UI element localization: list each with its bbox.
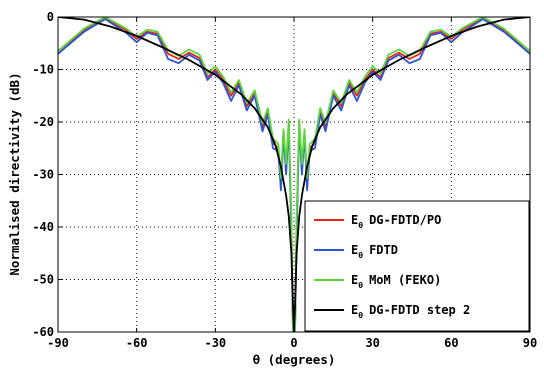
x-axis-label: θ (degrees): [253, 352, 336, 367]
legend-subscript: θ: [358, 281, 363, 290]
legend-label: DG-FDTD/PO: [369, 213, 441, 227]
legend-subscript: θ: [358, 251, 363, 260]
x-tick-label: 90: [523, 336, 537, 350]
x-tick-label: -90: [47, 336, 69, 350]
series-line-dg-fdtd-po: [58, 17, 530, 332]
y-tick-label: -60: [32, 325, 54, 339]
x-tick-label: 0: [290, 336, 297, 350]
y-tick-label: -10: [32, 63, 54, 77]
y-tick-label: -40: [32, 220, 54, 234]
y-tick-label: 0: [47, 10, 54, 24]
legend-entry-mom-feko: Eθ MoM (FEKO): [351, 273, 441, 290]
legend-label: MoM (FEKO): [369, 273, 441, 287]
ticks: -90 -60 -30 0 30 60 900-10-20-30-40-50-60: [32, 10, 537, 350]
legend-label: DG-FDTD step 2: [369, 303, 470, 317]
legend-entry-fdtd: Eθ FDTD: [351, 243, 398, 260]
legend-prefix: E: [351, 303, 358, 317]
y-tick-label: -20: [32, 115, 54, 129]
x-tick-label: 60: [444, 336, 458, 350]
legend-prefix: E: [351, 273, 358, 287]
legend-prefix: E: [351, 213, 358, 227]
legend-subscript: θ: [358, 311, 363, 320]
series-line-mom-feko: [58, 17, 530, 332]
legend-label: FDTD: [369, 243, 398, 257]
y-tick-label: -30: [32, 168, 54, 182]
x-tick-label: -30: [204, 336, 226, 350]
legend-entry-dg-fdtd-step-2: Eθ DG-FDTD step 2: [351, 303, 470, 320]
series-line-fdtd: [58, 18, 530, 332]
y-tick-label: -50: [32, 273, 54, 287]
legend-prefix: E: [351, 243, 358, 257]
legend-subscript: θ: [358, 221, 363, 230]
legend-entry-dg-fdtd-po: Eθ DG-FDTD/PO: [351, 213, 441, 230]
series-line-dg-fdtd-step-2: [58, 17, 530, 332]
y-axis-label: Normalised directivity (dB): [7, 72, 22, 275]
x-tick-label: -60: [126, 336, 148, 350]
series-group: [58, 17, 530, 332]
x-tick-label: 30: [365, 336, 379, 350]
legend: Eθ DG-FDTD/PO Eθ FDTD Eθ MoM (FEKO) Eθ DG-FDTD …: [304, 200, 530, 332]
